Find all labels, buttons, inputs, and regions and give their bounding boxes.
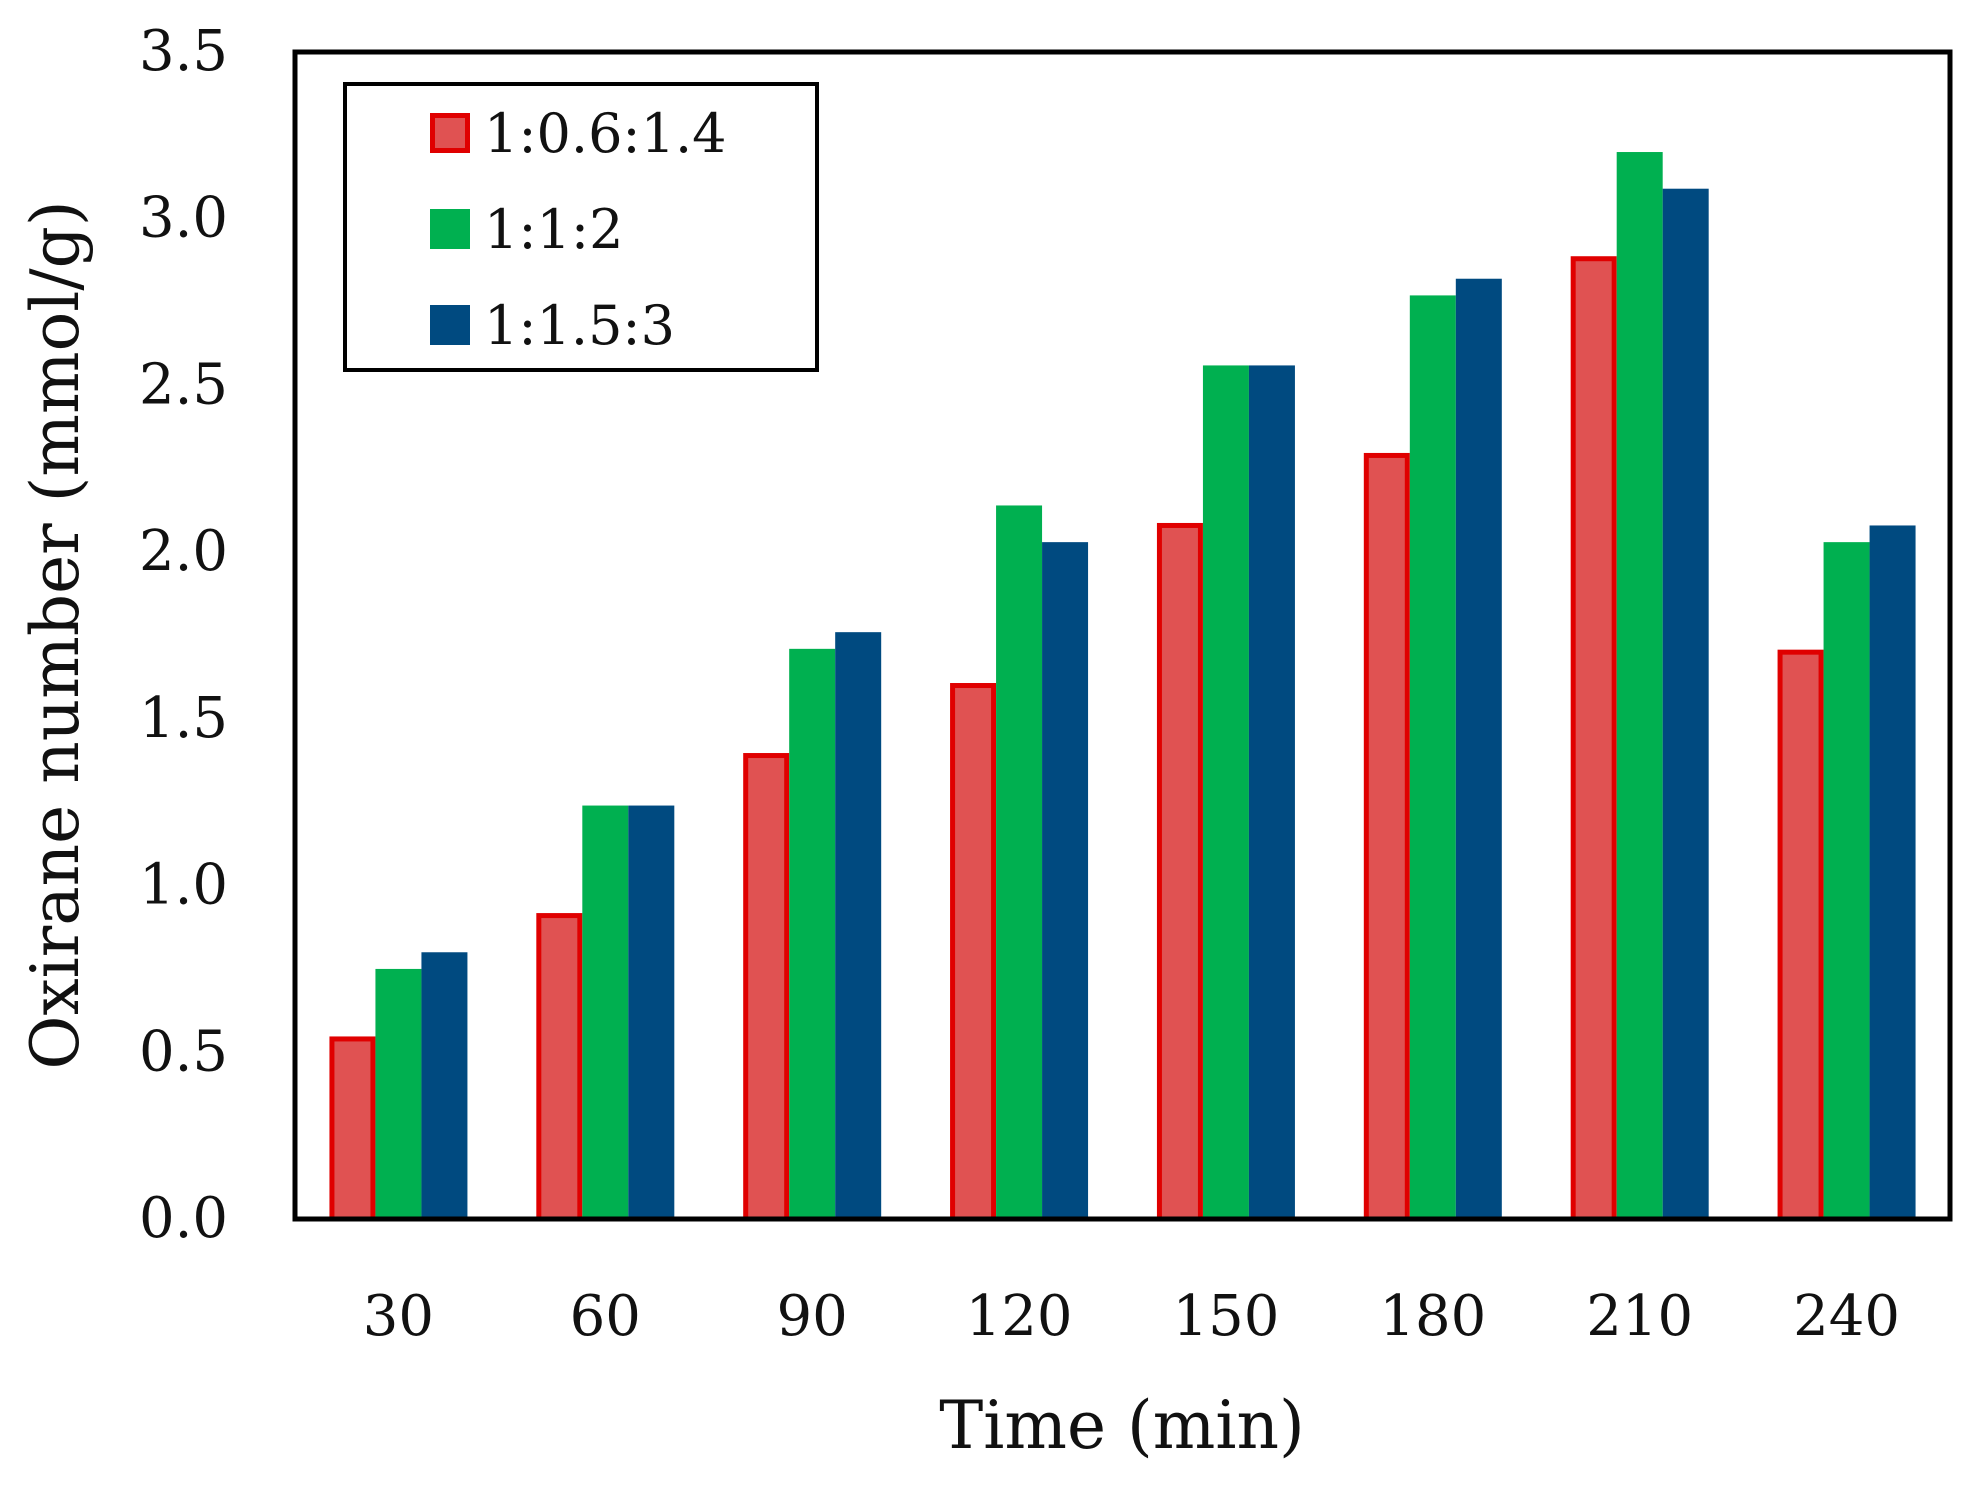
bar-1-1-5-3-30 [421,952,468,1219]
bar-1-1-5-3-60 [628,805,675,1219]
x-tick-label: 180 [1379,1284,1486,1349]
y-tick-label: 2.5 [139,352,228,417]
x-tick-label: 90 [777,1284,848,1349]
y-tick-label: 3.5 [139,19,228,84]
bar-1-1-2-90 [789,648,836,1219]
y-tick-label: 0.5 [139,1019,228,1084]
bar-1-1-5-3-180 [1455,278,1502,1219]
y-tick-labels: 0.0 0.5 1.0 1.5 2.0 2.5 3.0 3.5 [139,19,228,1251]
bars-group [329,152,1916,1222]
x-tick-label: 150 [1172,1284,1279,1349]
bar-1-1-5-3-90 [835,632,882,1219]
bar-1-1-2-120 [996,505,1043,1219]
x-axis-title: Time (min) [939,1387,1304,1464]
plot-frame [292,49,1953,1222]
bar-1-0-6-1-4-90 [743,753,790,1222]
bar-1-1-2-180 [1409,295,1456,1220]
x-tick-labels: 30 60 90 120 150 180 210 240 [363,1284,1900,1349]
y-tick-label: 3.0 [139,186,228,251]
legend-items: 1:0.6:1.4 1:1:2 1:1.5:3 [430,102,727,357]
y-tick-label: 1.5 [139,686,228,751]
bar-1-1-5-3-120 [1042,542,1089,1219]
bar-1-1-2-240 [1823,542,1870,1219]
y-axis-title: Oxirane number (mmol/g) [17,200,94,1069]
y-tick-label: 1.0 [139,853,228,918]
y-tick-label: 0.0 [139,1186,228,1251]
bar-1-0-6-1-4-60 [536,913,583,1222]
x-tick-label: 210 [1586,1284,1693,1349]
legend: 1:0.6:1.4 1:1:2 1:1.5:3 [343,82,819,372]
x-tick-label: 30 [363,1284,434,1349]
bar-1-0-6-1-4-180 [1363,452,1410,1222]
legend-label: 1:1.5:3 [484,294,675,357]
bar-1-1-2-60 [582,805,629,1219]
bar-1-1-2-30 [375,968,422,1219]
x-tick-label: 120 [966,1284,1073,1349]
bar-1-0-6-1-4-120 [950,683,997,1222]
bar-1-0-6-1-4-150 [1156,522,1203,1222]
bar-1-0-6-1-4-30 [329,1036,376,1222]
bar-1-1-5-3-210 [1662,188,1709,1220]
legend-box [343,82,819,372]
bar-1-1-2-210 [1616,152,1663,1219]
legend-swatch [430,113,470,153]
x-tick-label: 60 [570,1284,641,1349]
bar-1-1-2-150 [1202,365,1249,1219]
legend-swatch [430,209,470,249]
bar-1-0-6-1-4-210 [1570,256,1617,1222]
x-tick-label: 240 [1793,1284,1900,1349]
bar-1-1-5-3-240 [1869,525,1916,1219]
legend-label: 1:1:2 [484,198,623,261]
bar-1-1-5-3-150 [1248,365,1295,1219]
bar-1-0-6-1-4-240 [1777,649,1824,1222]
legend-swatch [430,305,470,345]
y-tick-label: 2.0 [139,519,228,584]
legend-label: 1:0.6:1.4 [484,102,727,165]
